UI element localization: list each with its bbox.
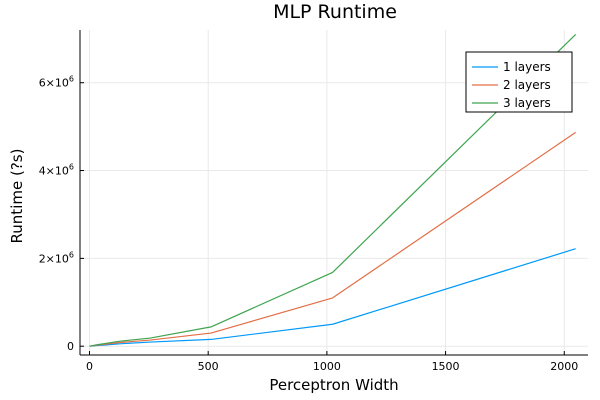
y-axis-label: Runtime (?s) (8, 149, 26, 244)
legend-box (465, 51, 573, 113)
axes (79, 30, 588, 356)
x-axis-label: Perceptron Width (269, 376, 398, 394)
series-line-2 (89, 131, 576, 347)
x-tick-label: 1500 (432, 360, 460, 373)
y-tick-label: 0 (67, 340, 74, 353)
series (89, 33, 577, 347)
y-tick-label: 6×106 (39, 75, 74, 90)
x-tick-label: 0 (86, 360, 93, 373)
x-tick-label: 500 (198, 360, 219, 373)
x-tick-label: 2000 (550, 360, 578, 373)
legend: 1 layers 2 layers 3 layers (465, 51, 573, 113)
legend-label-2: 2 layers (503, 78, 551, 92)
chart-title: MLP Runtime (273, 1, 397, 23)
x-tick-label: 1000 (313, 360, 341, 373)
ticks: 0 500 1000 1500 2000 0 2×106 4×106 6×106 (39, 75, 579, 373)
series-line-3 (89, 33, 577, 347)
legend-label-3: 3 layers (503, 96, 551, 110)
legend-label-1: 1 layers (503, 60, 551, 74)
y-tick-label: 4×106 (39, 163, 74, 178)
y-tick-label: 2×106 (39, 250, 74, 265)
